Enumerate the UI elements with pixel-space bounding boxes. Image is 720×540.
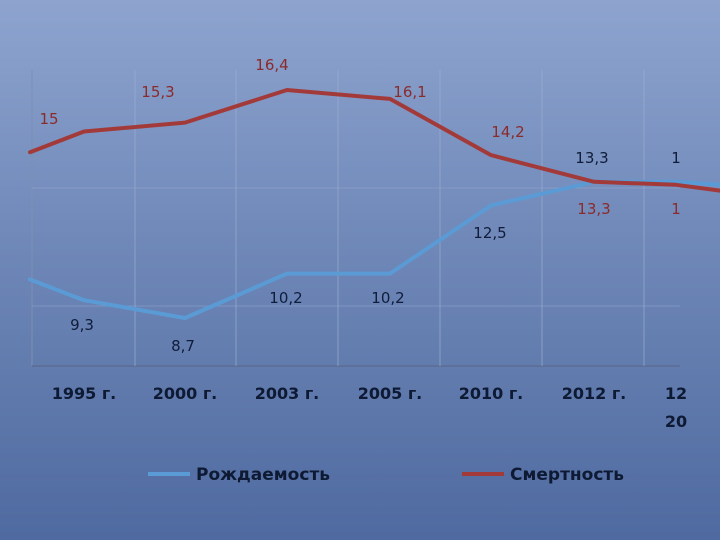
data-label-death: 1 xyxy=(671,200,681,218)
legend-label-birth-rate: Рождаемость xyxy=(196,465,330,485)
x-tick-label: 1995 г. xyxy=(52,384,117,403)
data-label-birth: 8,7 xyxy=(171,337,195,355)
x-tick-label: 2010 г. xyxy=(459,384,524,403)
data-label-death: 16,4 xyxy=(255,56,288,74)
x-tick-label: 20 xyxy=(665,412,687,431)
data-label-death: 14,2 xyxy=(491,123,524,141)
data-label-birth: 9,3 xyxy=(70,316,94,334)
data-label-death: 15 xyxy=(39,110,58,128)
data-label-birth: 10,2 xyxy=(371,289,404,307)
x-tick-label: 2012 г. xyxy=(562,384,627,403)
x-tick-label: 2005 г. xyxy=(358,384,423,403)
data-label-birth: 12,5 xyxy=(473,224,506,242)
legend-label-death-rate: Смертность xyxy=(510,465,624,485)
data-label-birth: 1 xyxy=(671,149,681,167)
data-label-birth: 13,3 xyxy=(575,149,608,167)
series-line-death-rate xyxy=(28,88,720,193)
x-tick-label: 2003 г. xyxy=(255,384,320,403)
data-label-death: 13,3 xyxy=(577,200,610,218)
data-label-birth: 10,2 xyxy=(269,289,302,307)
data-label-death: 16,1 xyxy=(393,83,426,101)
x-tick-label: 2000 г. xyxy=(153,384,218,403)
data-label-death: 15,3 xyxy=(141,83,174,101)
x-tick-label: 12 xyxy=(665,384,687,403)
